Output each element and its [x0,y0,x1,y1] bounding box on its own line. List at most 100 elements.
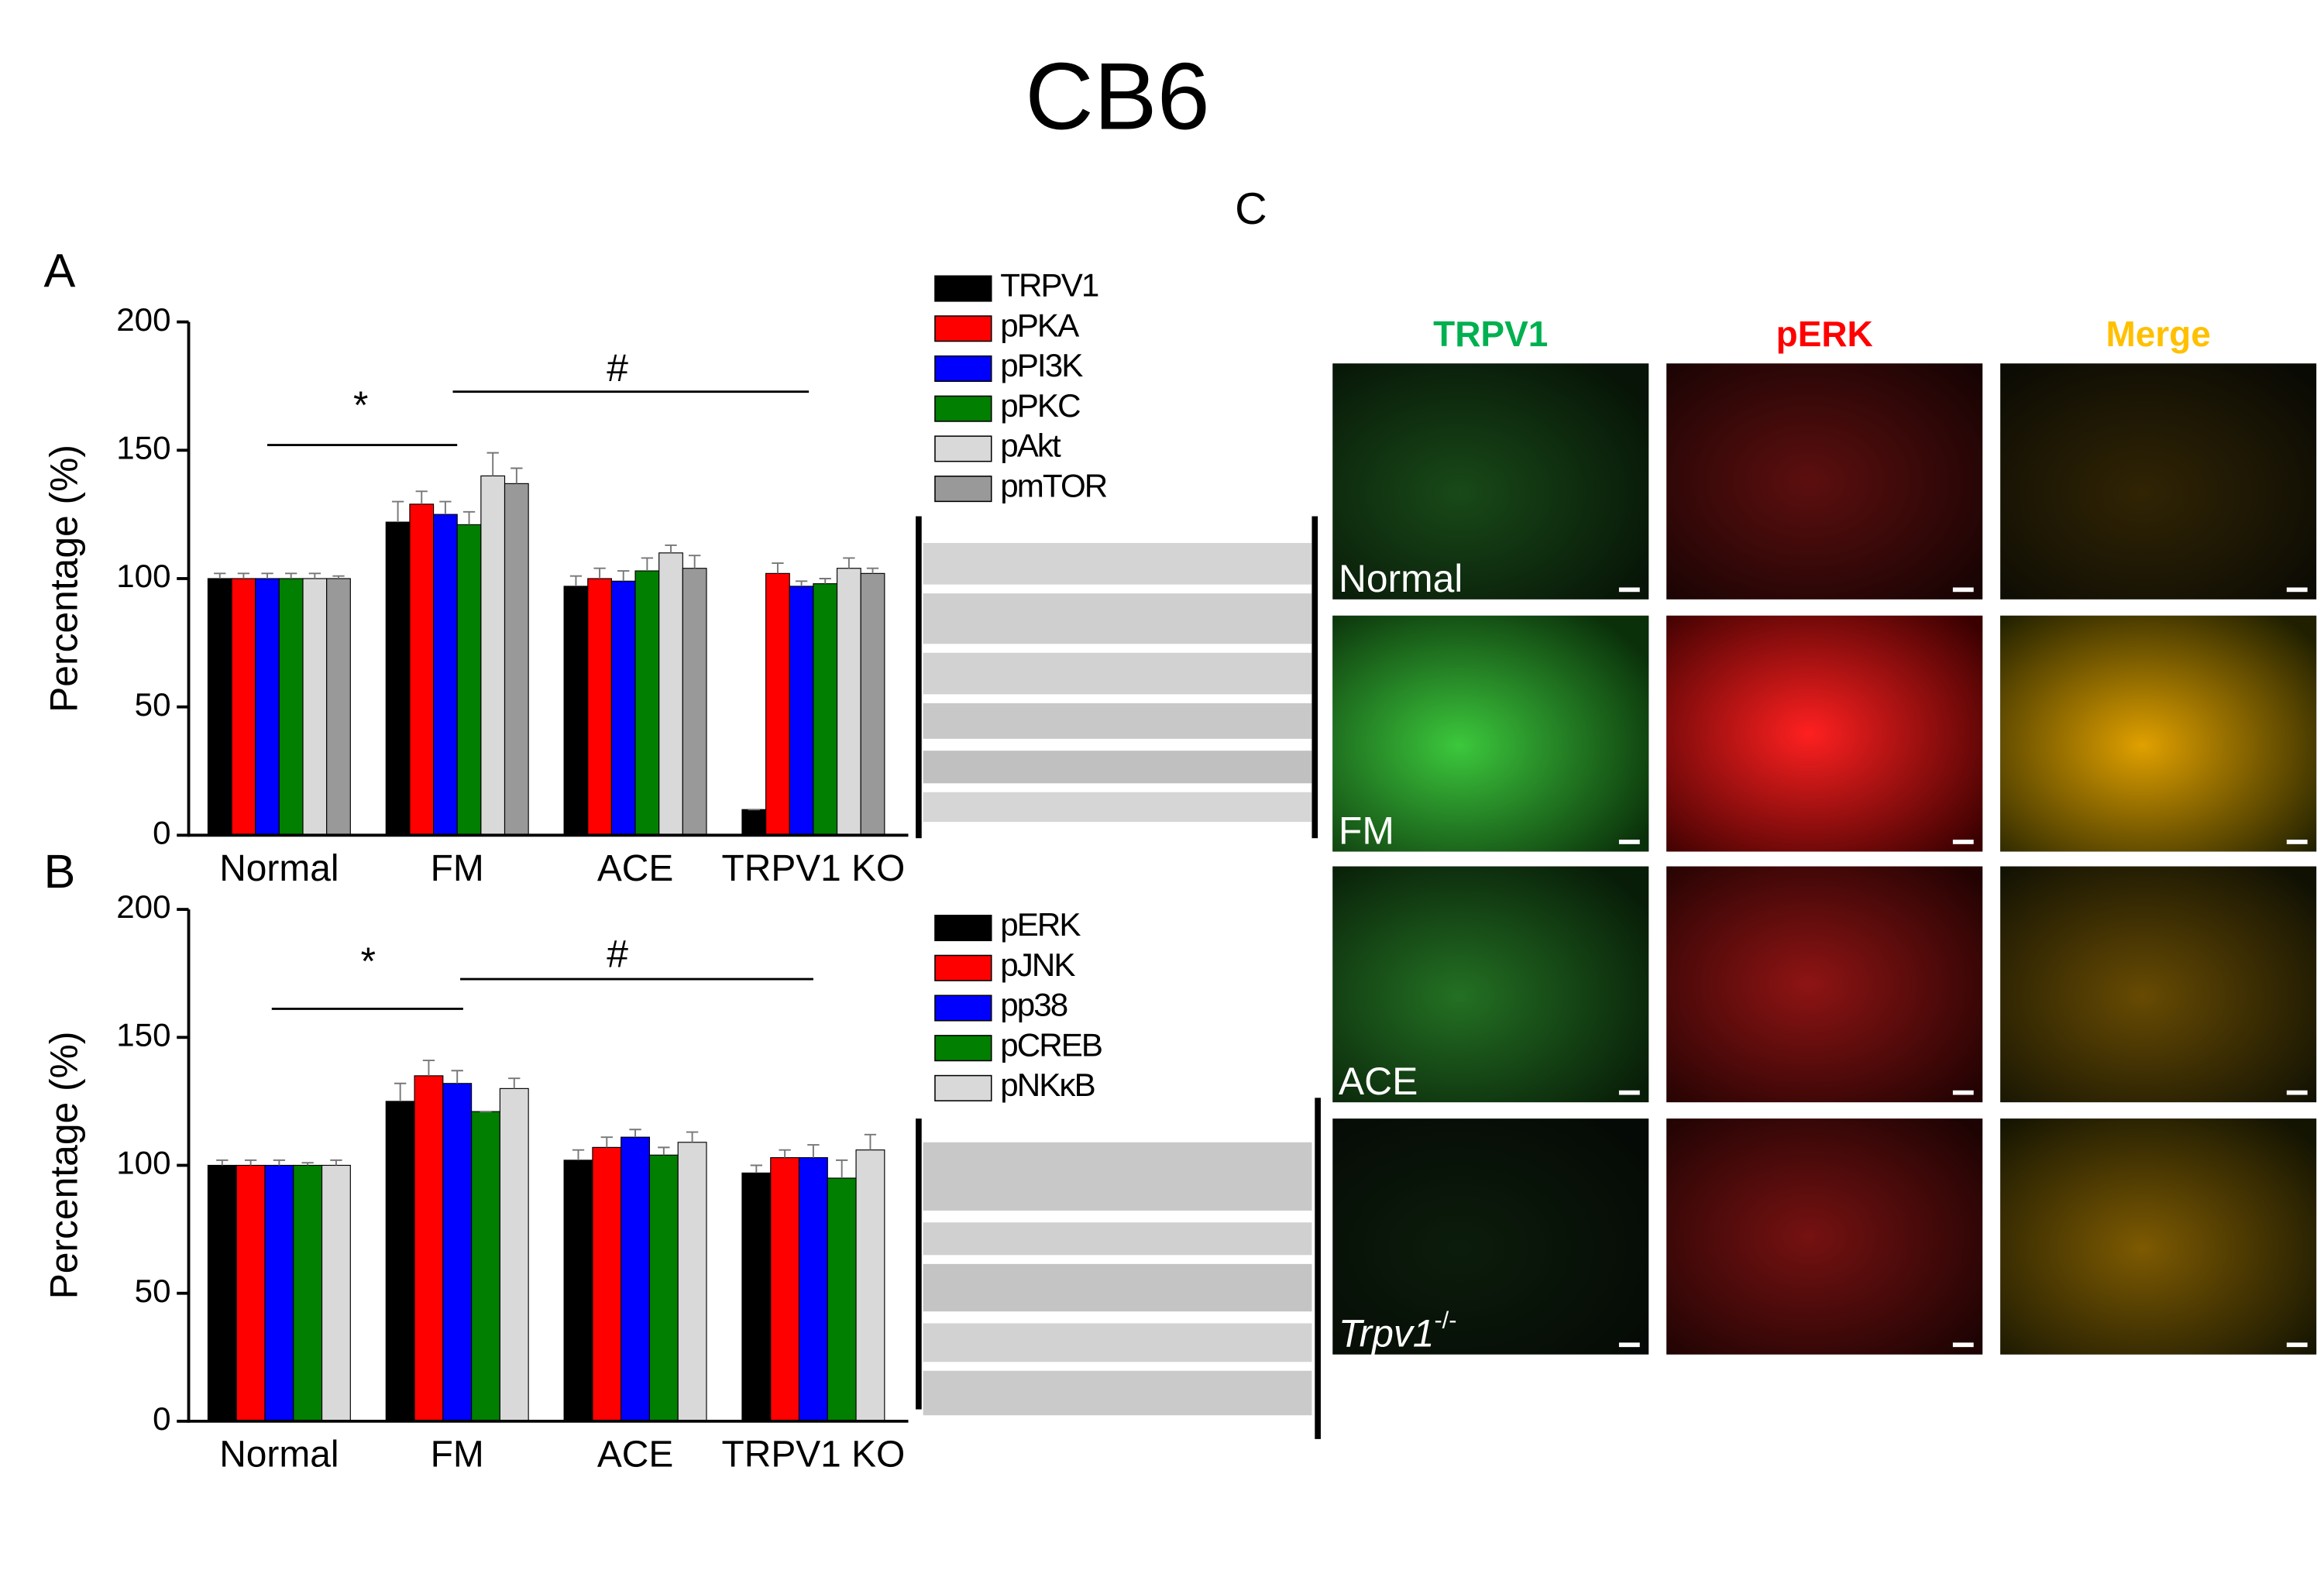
column-header: pERK [1776,314,1873,354]
y-axis-label: Percentage (%) [43,445,86,713]
bar [789,586,814,836]
panel-label: B [43,845,75,898]
blot-b [916,1098,1321,1439]
bar [278,578,304,836]
legend-label: pCREB [1000,1026,1102,1063]
error-bar [658,1146,670,1156]
row-label-superscript: -/- [1434,1307,1456,1334]
bar [658,552,683,836]
bar [610,580,636,836]
bar [592,1146,622,1422]
bar [414,1075,444,1422]
image [2000,363,2317,600]
bar [770,1157,800,1422]
x-tick-label: Normal [219,1434,339,1475]
bar [456,524,482,836]
y-axis-label: Percentage (%) [43,1032,86,1300]
y-tick-label: 50 [135,1273,171,1309]
error-bar [415,490,428,504]
x-tick-label: ACE [597,1434,673,1475]
legend-swatch [934,1035,992,1062]
bar [321,1164,351,1422]
blot-a [916,516,1318,839]
row-label-text: Trpv1 [1339,1312,1435,1355]
image [2000,615,2317,852]
error-bar [864,1133,877,1150]
error-bar [807,1144,820,1158]
bar [255,578,280,836]
bar [563,586,589,836]
legend-swatch [934,995,992,1022]
row-label-text: ACE [1339,1060,1418,1103]
bar [563,1160,593,1422]
legend-label: pPKC [1000,387,1080,424]
image [1666,615,1983,852]
bar [235,1164,266,1422]
scale-bar [1952,1342,1974,1348]
error-bar [261,572,273,579]
bar [385,521,411,836]
row-label: Trpv1-/- [1339,1307,1456,1355]
legend-swatch [934,315,992,342]
scale-bar [1618,1342,1640,1348]
error-bar [273,1159,286,1166]
image [1666,1118,1983,1355]
error-bar [629,1129,641,1138]
legend-swatch [934,435,992,462]
error-bar [819,578,831,584]
error-bar [843,557,855,569]
bar [207,578,232,836]
column-header: Merge [2106,314,2210,354]
error-bar [301,1162,314,1166]
error-bar [216,1159,229,1166]
scale-bar [2286,840,2308,844]
error-bar [237,572,250,579]
bar [765,572,790,836]
scale-bar [1952,840,1974,844]
annotation: * [353,383,368,427]
scale-bar [2286,1342,2308,1348]
scale-bar [2286,587,2308,593]
error-bar [308,572,321,579]
x-tick-label: TRPV1 KO [722,848,906,889]
annotation: # [607,346,628,390]
row-label-text: Normal [1339,557,1463,600]
y-tick-label: 0 [153,1400,170,1437]
scale-bar [2286,1090,2308,1095]
bar [326,578,351,836]
y-tick-label: 0 [153,814,170,850]
legend-swatch [934,355,992,383]
image [1332,615,1649,852]
bar [813,583,838,836]
error-bar [641,557,654,572]
bar [677,1142,707,1422]
column-header: TRPV1 [1433,314,1548,354]
y-tick-label: 200 [116,301,170,338]
error-bar [572,1149,585,1160]
error-bar [600,1136,613,1148]
error-bar [779,1149,791,1158]
legend-label: TRPV1 [1000,267,1098,304]
bar [741,809,767,836]
bar [409,503,435,836]
error-bar [462,510,476,525]
error-bar [394,1082,407,1101]
error-bar [511,467,523,484]
legend-label: pNKκB [1000,1067,1095,1103]
row-label: FM [1339,809,1394,853]
scale-bar [1618,587,1640,593]
error-bar [836,1159,848,1179]
error-bar [617,570,630,582]
legend-swatch [934,395,992,422]
legend-label: pPKA [1000,307,1080,343]
image [1332,1118,1649,1355]
bar [836,568,861,836]
bar [471,1111,500,1422]
bar [587,578,612,836]
x-tick-label: Normal [219,848,339,889]
bar [302,578,328,836]
row-label: Normal [1339,557,1463,600]
legend-swatch [934,954,992,981]
